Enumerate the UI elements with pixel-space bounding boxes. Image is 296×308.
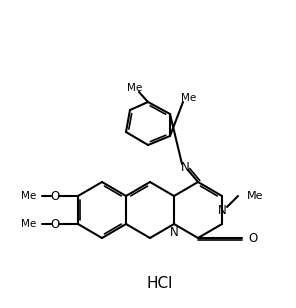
Text: O: O [50,189,59,202]
Text: N: N [218,204,226,217]
Text: Me: Me [21,191,36,201]
Text: O: O [248,232,257,245]
Text: Me: Me [181,93,197,103]
Text: Me: Me [21,219,36,229]
Text: Me: Me [127,83,143,93]
Text: N: N [181,160,189,173]
Text: N: N [170,226,178,239]
Text: Me: Me [247,191,263,201]
Text: O: O [50,217,59,230]
Text: HCl: HCl [147,277,173,291]
